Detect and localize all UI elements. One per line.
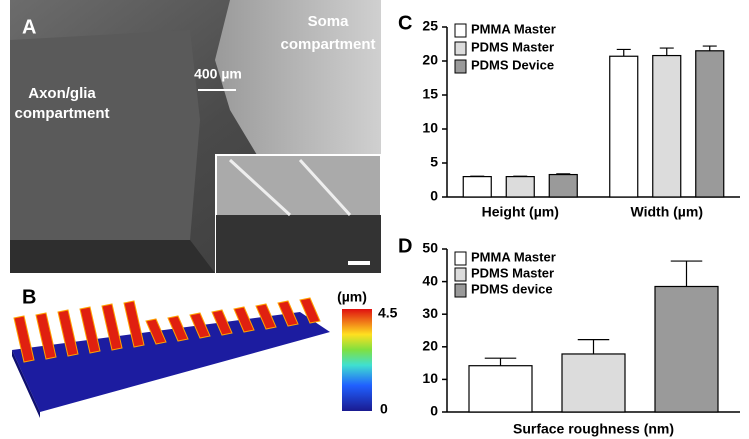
error-bar: [671, 261, 703, 286]
y-tick-label: 0: [430, 403, 438, 419]
bar: [562, 354, 625, 412]
profile-render: [12, 298, 330, 418]
axon-label: Axon/glia: [28, 85, 96, 102]
legend-label: PDMS Master: [471, 265, 554, 280]
soma-label: compartment: [280, 36, 375, 53]
scale-label: 400 µm: [194, 66, 242, 82]
x-tick-label: Height (µm): [482, 204, 559, 220]
y-tick-label: 10: [422, 370, 438, 386]
colorbar-min: 0: [380, 401, 388, 417]
y-tick-label: 20: [422, 338, 438, 354]
y-tick-label: 5: [430, 154, 438, 170]
error-bar: [617, 49, 631, 56]
bar: [549, 175, 577, 197]
bar: [610, 56, 638, 197]
colorbar-unit: (µm): [337, 289, 367, 305]
y-tick-label: 30: [422, 305, 438, 321]
bar: [506, 177, 534, 197]
legend-label: PMMA Master: [471, 21, 556, 36]
legend-swatch: [455, 268, 466, 281]
legend-label: PDMS Device: [471, 57, 554, 72]
y-tick-label: 10: [422, 120, 438, 136]
soma-label: Soma: [308, 13, 350, 30]
error-bar: [703, 46, 717, 51]
error-bar: [556, 174, 570, 175]
legend-swatch: [455, 252, 466, 265]
legend-label: PMMA Master: [471, 249, 556, 264]
legend-label: PDMS Master: [471, 39, 554, 54]
y-tick-label: 50: [422, 240, 438, 256]
y-tick-label: 20: [422, 52, 438, 68]
y-tick-label: 15: [422, 86, 438, 102]
colorbar: [342, 309, 372, 411]
legend-swatch: [455, 284, 466, 297]
legend-swatch: [455, 42, 466, 55]
bar: [653, 56, 681, 197]
y-tick-label: 0: [430, 188, 438, 204]
y-tick-label: 40: [422, 272, 438, 288]
colorbar-max: 4.5: [378, 305, 398, 321]
legend-swatch: [455, 24, 466, 37]
bar: [469, 366, 532, 412]
x-axis-label: Surface roughness (nm): [513, 421, 674, 437]
panel-label: C: [398, 12, 412, 34]
bar: [463, 177, 491, 197]
axon-label: compartment: [14, 105, 109, 122]
legend-swatch: [455, 60, 466, 73]
error-bar: [485, 358, 517, 365]
y-tick-label: 25: [422, 18, 438, 34]
error-bar: [578, 340, 610, 354]
error-bar: [660, 48, 674, 55]
panel-label: A: [22, 16, 36, 38]
legend-label: PDMS device: [471, 281, 553, 296]
panel-label: D: [398, 235, 412, 257]
bar: [696, 51, 724, 197]
bar: [655, 286, 718, 412]
x-tick-label: Width (µm): [631, 204, 703, 220]
figure: A Soma compartment 400 µm Axon/glia comp…: [0, 0, 749, 439]
panel-label: B: [22, 286, 36, 308]
